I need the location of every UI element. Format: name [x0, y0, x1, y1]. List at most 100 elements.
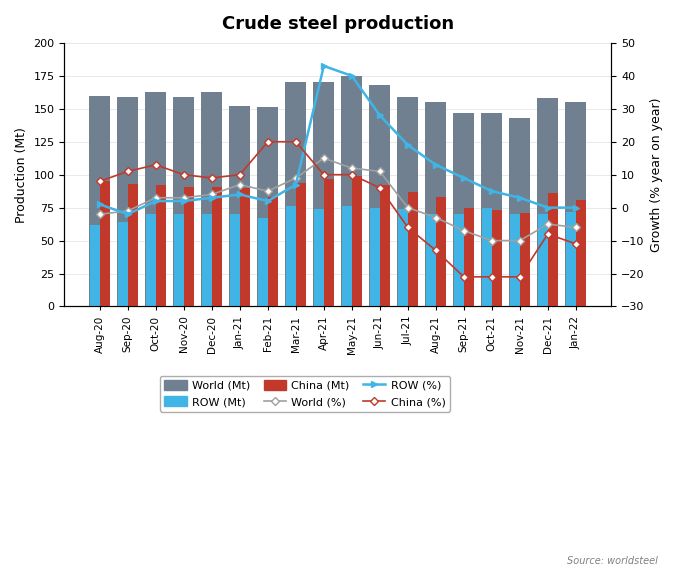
ROW (%) [348, 72, 356, 79]
China (%) [516, 273, 524, 280]
Bar [509, 118, 530, 306]
World (%) [348, 165, 356, 172]
World (%) [404, 204, 412, 211]
ROW (%) [544, 204, 552, 211]
ROW (%) [292, 181, 300, 188]
ROW (%) [180, 198, 188, 205]
Bar [352, 176, 361, 306]
Bar [174, 97, 195, 306]
Bar [90, 225, 100, 306]
Line: World (%): World (%) [97, 155, 578, 243]
China (%) [544, 231, 552, 238]
Bar [370, 85, 391, 306]
Bar [184, 187, 194, 306]
World (%) [292, 175, 300, 181]
World (%) [516, 237, 524, 244]
Bar [492, 210, 502, 306]
China (%) [487, 273, 496, 280]
ROW (%) [207, 194, 216, 201]
China (%) [320, 171, 328, 178]
World (%) [544, 221, 552, 228]
World (%) [460, 227, 468, 234]
World (%) [432, 214, 440, 221]
China (%) [152, 161, 160, 168]
Bar [464, 208, 474, 306]
Bar [436, 197, 445, 306]
Text: Source: worldsteel: Source: worldsteel [567, 555, 658, 565]
Bar [145, 92, 166, 306]
Bar [156, 185, 165, 306]
Bar [118, 222, 127, 306]
ROW (%) [376, 112, 384, 119]
Bar [397, 97, 418, 306]
Bar [425, 102, 446, 306]
World (%) [152, 194, 160, 201]
World (%) [320, 155, 328, 162]
Bar [380, 185, 390, 306]
China (%) [404, 224, 412, 231]
China (%) [123, 168, 132, 175]
World (%) [487, 237, 496, 244]
Bar [174, 214, 184, 306]
Bar [258, 218, 268, 306]
Line: China (%): China (%) [97, 139, 578, 280]
World (%) [207, 191, 216, 198]
Bar [538, 214, 548, 306]
Bar [202, 214, 212, 306]
Title: Crude steel production: Crude steel production [222, 15, 454, 33]
China (%) [180, 171, 188, 178]
Bar [341, 76, 362, 306]
Bar [212, 187, 222, 306]
China (%) [236, 171, 244, 178]
Bar [146, 214, 156, 306]
Bar [398, 209, 408, 306]
ROW (%) [320, 62, 328, 69]
Bar [482, 208, 492, 306]
ROW (%) [123, 211, 132, 218]
China (%) [376, 184, 384, 191]
Bar [566, 212, 576, 306]
ROW (%) [432, 161, 440, 168]
Bar [520, 213, 530, 306]
Bar [286, 206, 296, 306]
World (%) [236, 181, 244, 188]
China (%) [348, 171, 356, 178]
Bar [454, 214, 464, 306]
China (%) [460, 273, 468, 280]
Bar [548, 193, 558, 306]
Bar [268, 197, 277, 306]
Bar [100, 181, 110, 306]
Y-axis label: Growth (% year on year): Growth (% year on year) [650, 98, 663, 252]
Bar [296, 183, 306, 306]
Bar [257, 108, 278, 306]
ROW (%) [487, 188, 496, 195]
Bar [127, 184, 138, 306]
Bar [230, 214, 240, 306]
Bar [229, 106, 250, 306]
Bar [538, 98, 559, 306]
World (%) [96, 211, 104, 218]
Bar [342, 206, 352, 306]
Bar [285, 83, 306, 306]
Bar [201, 92, 222, 306]
World (%) [264, 188, 272, 195]
Bar [117, 97, 138, 306]
World (%) [572, 224, 580, 231]
World (%) [123, 208, 132, 214]
ROW (%) [96, 201, 104, 208]
Bar [454, 113, 475, 306]
World (%) [376, 168, 384, 175]
Legend: World (Mt), ROW (Mt), China (Mt), World (%), ROW (%), China (%): World (Mt), ROW (Mt), China (Mt), World … [160, 376, 450, 412]
Bar [314, 209, 324, 306]
ROW (%) [236, 191, 244, 198]
ROW (%) [460, 175, 468, 181]
Bar [240, 188, 250, 306]
Bar [426, 214, 436, 306]
China (%) [96, 178, 104, 185]
China (%) [207, 175, 216, 181]
Y-axis label: Production (Mt): Production (Mt) [15, 127, 28, 223]
Line: ROW (%): ROW (%) [96, 62, 579, 218]
Bar [370, 208, 380, 306]
ROW (%) [572, 204, 580, 211]
ROW (%) [264, 198, 272, 205]
